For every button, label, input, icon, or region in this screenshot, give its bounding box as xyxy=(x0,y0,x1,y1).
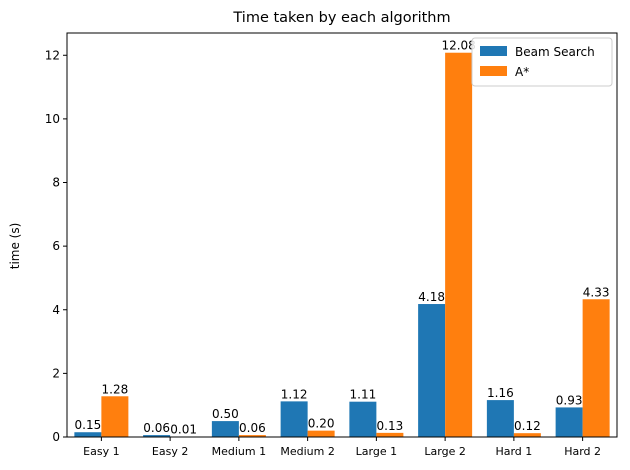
bar-value-labels: 0.151.280.06 0.010.500.061.120.201.110.13… xyxy=(75,39,610,437)
y-tick-label: 0 xyxy=(52,430,60,444)
y-tick-label: 8 xyxy=(52,176,60,190)
bar xyxy=(582,299,610,437)
bar-value-label: 0.13 xyxy=(377,419,404,433)
x-tick-label: Large 1 xyxy=(356,445,397,458)
bar-value-label: 1.11 xyxy=(350,388,377,402)
y-axis-label: time (s) xyxy=(8,223,22,270)
bar xyxy=(307,430,335,437)
bar-value-label: 1.28 xyxy=(102,382,129,396)
bar-value-label: 0.15 xyxy=(75,418,102,432)
x-tick-label: Large 2 xyxy=(424,445,465,458)
x-tick-label: Hard 1 xyxy=(495,445,532,458)
bar xyxy=(555,407,583,437)
legend-label: Beam Search xyxy=(515,45,595,59)
chart-title: Time taken by each algorithm xyxy=(232,10,450,26)
legend-swatch xyxy=(480,46,507,56)
bar xyxy=(513,433,541,437)
plot-area-frame xyxy=(66,32,618,438)
bar xyxy=(280,401,308,437)
y-axis: 0 2 4 6 8 10 12 xyxy=(45,48,67,444)
x-tick-label: Easy 2 xyxy=(152,445,188,458)
bar-value-label: 0.01 xyxy=(170,423,197,437)
bar-value-label: 0.06 xyxy=(239,421,266,435)
y-tick-label: 6 xyxy=(52,239,60,253)
x-axis: Easy 1 Easy 2 Medium 1 Medium 2 Large 1 Large… xyxy=(83,437,601,458)
x-tick-label: Hard 2 xyxy=(564,445,601,458)
bar-value-label: 1.12 xyxy=(281,387,308,401)
bar-value-label: 0.06 xyxy=(143,421,170,435)
bar-value-label: 0.12 xyxy=(514,419,541,433)
bar xyxy=(74,432,102,437)
bar xyxy=(238,435,266,437)
x-tick-label: Medium 1 xyxy=(212,445,266,458)
legend-swatch xyxy=(480,66,507,76)
bar-value-label: 1.16 xyxy=(487,386,514,400)
x-tick-label: Easy 1 xyxy=(83,445,119,458)
x-tick-label: Medium 2 xyxy=(280,445,334,458)
bar-value-label: 4.18 xyxy=(418,290,445,304)
legend-label: A* xyxy=(515,65,529,79)
bar-value-label: 0.93 xyxy=(556,393,583,407)
legend: Beam Search A* xyxy=(471,37,613,87)
y-tick-label: 10 xyxy=(45,112,60,126)
y-tick-label: 12 xyxy=(45,48,60,62)
bar xyxy=(349,401,377,437)
bar-value-label: 12.08 xyxy=(441,39,475,53)
bars xyxy=(74,52,610,438)
bar xyxy=(211,421,239,437)
bar xyxy=(143,435,171,437)
bar-value-label: 0.50 xyxy=(212,407,239,421)
bar xyxy=(101,396,129,437)
y-tick-label: 2 xyxy=(52,366,60,380)
bar-value-label: 4.33 xyxy=(583,285,610,299)
bar xyxy=(445,52,473,437)
bar xyxy=(376,432,404,437)
bar xyxy=(418,304,446,437)
y-tick-label: 4 xyxy=(52,303,60,317)
bar xyxy=(486,400,514,437)
bar-value-label: 0.20 xyxy=(308,417,335,431)
